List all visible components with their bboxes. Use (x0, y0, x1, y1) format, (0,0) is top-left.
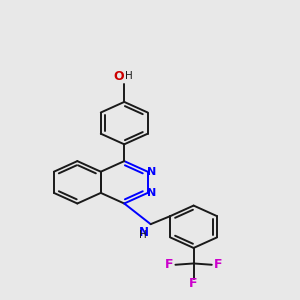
Text: N: N (147, 188, 156, 198)
Text: F: F (165, 258, 174, 271)
Text: N: N (139, 226, 149, 239)
Text: F: F (214, 258, 222, 271)
Text: O: O (113, 70, 124, 83)
Text: N: N (147, 167, 156, 177)
Text: H: H (139, 230, 146, 240)
Text: F: F (189, 277, 198, 290)
Text: H: H (125, 71, 133, 81)
